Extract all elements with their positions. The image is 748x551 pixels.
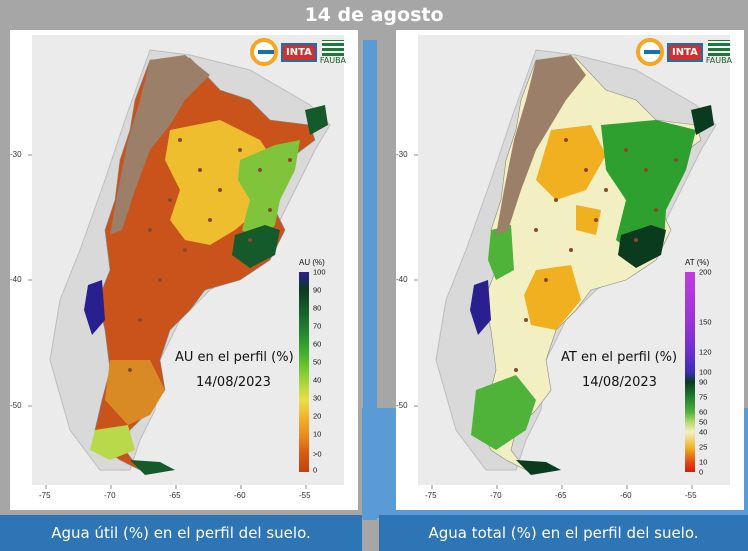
water-logo-icon bbox=[250, 38, 278, 66]
map-date-label: 14/08/2023 bbox=[196, 375, 271, 390]
fauba-mark-icon bbox=[321, 39, 344, 56]
legend-tick: 80 bbox=[313, 303, 322, 313]
y-tick-label: -40 bbox=[396, 275, 408, 284]
x-tick-label: -55 bbox=[685, 491, 697, 500]
legend-tick: 40 bbox=[313, 375, 322, 385]
at-legend: AT (%) 200 150 120 100 90 75 60 50 40 25… bbox=[681, 258, 725, 477]
legend-title: AU (%) bbox=[299, 258, 325, 267]
legend-tick: 10 bbox=[699, 457, 708, 467]
legend-tick: 25 bbox=[699, 442, 708, 452]
legend-color-bar bbox=[299, 272, 309, 472]
legend-tick: 40 bbox=[699, 427, 708, 437]
inta-logo: INTA bbox=[281, 42, 317, 62]
legend-title: AT (%) bbox=[685, 258, 710, 267]
y-tick-label: -50 bbox=[396, 401, 408, 410]
legend-tick: 100 bbox=[313, 267, 326, 277]
at-caption: Agua total (%) en el perfil del suelo. bbox=[379, 515, 748, 551]
x-tick-label: -75 bbox=[425, 491, 437, 500]
fauba-logo: FAUBA bbox=[319, 39, 347, 65]
legend-tick: 0 bbox=[313, 465, 318, 475]
y-tick-label: -30 bbox=[10, 150, 22, 159]
legend-tick: 10 bbox=[313, 429, 322, 439]
legend-tick: 60 bbox=[699, 407, 708, 417]
au-map-panel: -75 -70 -65 -60 -55 -30 -40 -50 INTA FAU… bbox=[10, 30, 358, 510]
legend-tick: 120 bbox=[699, 347, 712, 357]
legend-tick: 75 bbox=[699, 392, 708, 402]
x-tick-label: -70 bbox=[104, 491, 116, 500]
legend-tick: 90 bbox=[699, 377, 708, 387]
x-tick-label: -55 bbox=[299, 491, 311, 500]
fauba-logo: FAUBA bbox=[705, 39, 733, 65]
y-tick-label: -30 bbox=[396, 150, 408, 159]
au-map-svg bbox=[28, 35, 344, 489]
x-tick-label: -60 bbox=[234, 491, 246, 500]
x-tick-label: -65 bbox=[169, 491, 181, 500]
legend-tick: 200 bbox=[699, 267, 712, 277]
water-logo-icon bbox=[636, 38, 664, 66]
fauba-logo-text: FAUBA bbox=[319, 55, 347, 65]
fauba-logo-text: FAUBA bbox=[705, 55, 733, 65]
x-tick-label: -70 bbox=[490, 491, 502, 500]
legend-tick: 150 bbox=[699, 317, 712, 327]
y-tick-label: -50 bbox=[10, 401, 22, 410]
logos: INTA FAUBA bbox=[250, 36, 346, 68]
legend-tick: 50 bbox=[699, 417, 708, 427]
legend-tick: 0 bbox=[699, 467, 704, 477]
legend-tick: 20 bbox=[313, 411, 322, 421]
x-tick-label: -60 bbox=[620, 491, 632, 500]
legend-tick: 70 bbox=[313, 321, 322, 331]
au-caption: Agua útil (%) en el perfil del suelo. bbox=[0, 515, 362, 551]
au-legend: AU (%) 100 90 80 70 60 50 40 30 20 10 >0… bbox=[295, 258, 339, 476]
map-date-label: 14/08/2023 bbox=[582, 375, 657, 390]
legend-tick: 100 bbox=[699, 367, 712, 377]
left-blue-stripe bbox=[363, 40, 377, 520]
fauba-mark-icon bbox=[707, 39, 730, 56]
legend-tick: 30 bbox=[313, 393, 322, 403]
legend-tick: 60 bbox=[313, 339, 322, 349]
logos: INTA FAUBA bbox=[636, 36, 732, 68]
legend-tick: 50 bbox=[313, 357, 322, 367]
x-tick-label: -65 bbox=[555, 491, 567, 500]
page-title: 14 de agosto bbox=[304, 4, 444, 26]
at-map-panel: -75 -70 -65 -60 -55 -30 -40 -50 INTA FAU… bbox=[396, 30, 744, 510]
legend-tick: 90 bbox=[313, 285, 322, 295]
legend-tick: >0 bbox=[313, 449, 322, 459]
map-variable-label: AT en el perfil (%) bbox=[561, 350, 678, 365]
legend-color-bar bbox=[685, 272, 695, 472]
inta-logo: INTA bbox=[667, 42, 703, 62]
map-variable-label: AU en el perfil (%) bbox=[175, 350, 294, 365]
x-tick-label: -75 bbox=[39, 491, 51, 500]
y-tick-label: -40 bbox=[10, 275, 22, 284]
at-map-svg bbox=[414, 35, 730, 489]
